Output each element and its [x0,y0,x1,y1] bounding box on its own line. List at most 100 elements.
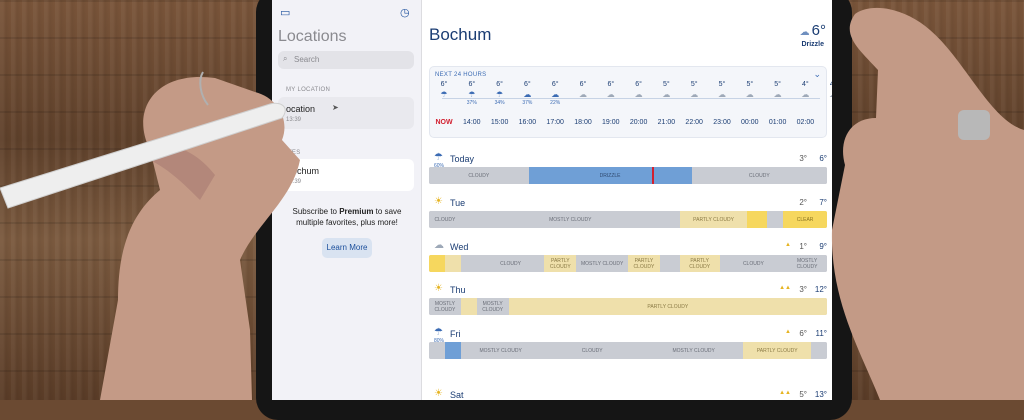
hour-column: 5° ☁ 00:00 [736,81,764,126]
left-hand [100,76,300,400]
condition-bar: CLOUDY PARTLY CLOUDY MOSTLY CLOUDY PARTLY C… [429,255,827,272]
condition-bar: CLOUDY DRIZZLE CLOUDY [429,167,827,184]
condition-segment: PARTLY CLOUDY [679,211,748,228]
hour-temp: 6° [468,81,476,88]
cloud-icon: ☁ [634,90,643,99]
cloud-icon: ☁ [579,90,587,99]
hour-column: 6° ☁ 37% 16:00 [513,81,541,126]
hour-temp: 4° [802,81,809,88]
cloud-icon: ☁ [606,90,615,99]
my-location-card[interactable]: ocation ➤ 13:39 [278,97,414,129]
condition-segment: PARTLY CLOUDY [544,255,577,272]
hour-time: 00:00 [741,119,759,126]
condition-segment [460,298,477,315]
day-low-temp: 1° [799,242,807,251]
hour-temp: 5° [690,81,698,88]
hourly-forecast-panel[interactable]: NEXT 24 HOURS ⌄ 6° ☂ NOW 6° ☂ 37% 14:00 6° ☂ 34% 1… [429,66,832,138]
hour-column: 6° ☁ 19:00 [597,81,625,126]
sun-icon: ☀ [434,388,443,399]
condition-bar: MOSTLY CLOUDY MOSTLY CLOUDY PARTLY CLOUDY [429,298,827,315]
hour-column: 5° ☁ 21:00 [652,81,680,126]
day-low-temp: 2° [799,198,807,207]
hour-column: 5° ☁ 22:00 [680,81,708,126]
condition-segment [429,342,445,359]
current-condition: Drizzle [801,41,824,48]
cloud-icon: ☁ [690,90,699,99]
cloud-icon: ☁ [773,90,782,99]
favorite-card-bochum[interactable]: Bochum 13:39 [278,159,414,191]
day-name: Tue [450,198,466,208]
hour-temp: 4° [829,81,832,88]
hour-time: 20:00 [629,119,648,126]
city-title: Bochum [429,25,492,44]
cloud-icon: ☁ [819,90,832,100]
right-hand [831,7,1024,400]
favorite-time: 13:39 [286,179,302,185]
silver-ring [958,110,990,140]
cloud-rain-icon: ☁ [551,90,560,99]
learn-more-button[interactable]: Learn More [322,238,372,258]
hourly-title: NEXT 24 HOURS [435,72,487,78]
current-temperature: ☁ 6° [800,22,826,39]
location-arrow-icon: ➤ [332,103,339,112]
cloud-rain-icon: ☁ [523,90,532,99]
condition-segment: MOSTLY CLOUDY [429,298,461,315]
condition-segment: MOSTLY CLOUDY [460,342,541,359]
hour-time: 14:00 [463,119,481,126]
hour-precip: 22% [550,100,561,106]
rain-icon: ☂ [434,327,443,338]
condition-segment: CLOUDY [719,255,788,272]
hour-temp: 6° [496,81,503,88]
thin-ring [199,71,209,106]
condition-segment: DRIZZLE [528,167,692,184]
hour-time: 21:00 [657,119,676,126]
hour-time: NOW [435,119,453,126]
day-high-temp: 13° [814,390,827,399]
cloud-icon: ☁ [718,90,726,99]
drizzle-icon: ☁ [799,27,810,38]
condition-segment: MOSTLY CLOUDY [787,255,827,272]
wind-indicator: ▲ [785,329,791,335]
cloud-icon: ☁ [801,90,810,99]
now-marker [652,167,654,184]
wind-indicator: ▲ [785,242,791,248]
sidebar-toggle-icon[interactable]: ▭ [280,7,291,19]
day-name: Wed [450,242,469,252]
condition-bar: CLOUDY MOSTLY CLOUDY PARTLY CLOUDY CLEAR [429,211,827,228]
hour-time: 15:00 [490,119,509,126]
hour-column: 5° ☁ 23:00 [708,81,736,126]
current-temp-value: 6° [811,22,826,39]
day-name: Today [450,154,475,164]
wind-indicator: ▲▲ [779,285,791,291]
hour-column: 6° ☁ 20:00 [625,81,653,126]
hour-time: 18:00 [574,119,592,126]
promo-text-2: to save multiple favorites, plus more! [296,207,402,227]
condition-segment: CLOUDY [429,167,529,184]
chevron-down-icon[interactable]: ⌄ [813,69,821,79]
hour-temp: 5° [718,81,726,88]
condition-segment [444,342,461,359]
condition-segment [444,255,461,272]
search-placeholder: Search [294,55,320,64]
day-high-temp: 9° [819,242,827,251]
hour-precip: 34% [494,100,505,106]
hour-precip: 37% [466,100,477,106]
cloud-icon: ☁ [745,90,754,99]
rain-icon: ☂ [468,90,476,99]
hour-temp: 5° [663,81,670,88]
condition-segment: PARTLY CLOUDY [743,342,812,359]
hour-column: 4° ☁ 02:00 [791,81,819,126]
condition-segment: CLOUDY [691,167,827,184]
search-input[interactable]: ⌕ Search [278,51,414,69]
stylus-pencil [0,102,286,209]
condition-segment: MOSTLY CLOUDY [460,211,680,228]
rain-icon: ☂ [496,90,504,99]
settings-icon[interactable]: ◷ [400,7,410,19]
promo-premium: Premium [339,207,374,216]
sun-icon: ☀ [434,283,443,294]
hour-column: 6° ☁ 18:00 [569,81,597,126]
hands-overlay [0,7,1024,400]
hour-temp: 6° [551,81,559,88]
hour-temp: 5° [774,81,781,88]
condition-segment: CLEAR [783,211,827,228]
